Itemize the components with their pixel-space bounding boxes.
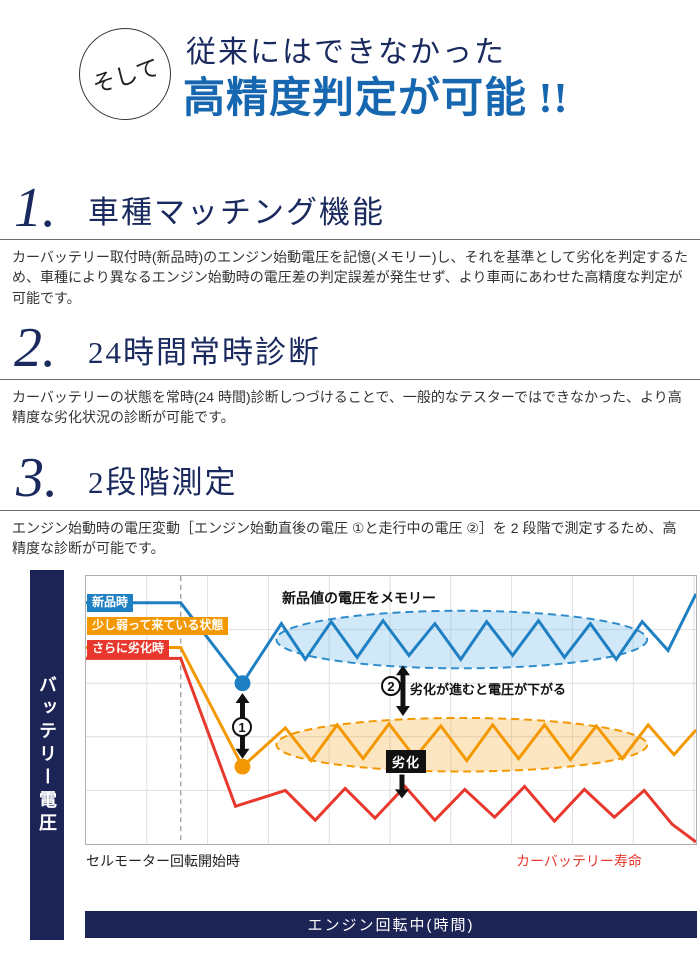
series-line-0 bbox=[86, 593, 696, 686]
arrow-head-down-icon bbox=[395, 706, 410, 716]
measure-point bbox=[234, 675, 251, 692]
degraded-zone-highlight bbox=[275, 716, 649, 773]
legend-weak-label: 少し弱って来ている状態 bbox=[87, 617, 229, 635]
measure-point bbox=[234, 758, 251, 775]
arrow-head-down-icon bbox=[235, 748, 250, 759]
x-axis-bar: エンジン回転中(時間) bbox=[85, 911, 697, 938]
section-2-title: 24時間常時診断 bbox=[88, 335, 321, 370]
section-3-title: 2段階測定 bbox=[88, 465, 238, 500]
section-1-divider bbox=[0, 239, 700, 240]
memory-note: 新品値の電圧をメモリー bbox=[282, 590, 436, 606]
x-axis-label: エンジン回転中(時間) bbox=[307, 917, 475, 934]
intro-badge-label: そして bbox=[89, 54, 162, 98]
section-1-number: 1. bbox=[14, 177, 56, 239]
deterioration-label: 劣化 bbox=[386, 750, 427, 773]
chart-plot bbox=[85, 575, 697, 845]
section-3-body: エンジン始動時の電圧変動［エンジン始動直後の電圧 ①と走行中の電圧 ②］を 2 … bbox=[12, 520, 677, 557]
x-end-label: カーバッテリー寿命 bbox=[516, 853, 642, 869]
intro-badge-circle: そして bbox=[79, 28, 171, 120]
step2-badge: 2 bbox=[381, 676, 401, 696]
memory-zone-highlight bbox=[275, 609, 649, 670]
y-axis-bar: バッテリー電圧 bbox=[30, 570, 64, 940]
headline-main: 高精度判定が可能 !! bbox=[183, 76, 569, 122]
down-arrow-head-icon bbox=[394, 789, 409, 799]
section-2-number: 2. bbox=[14, 317, 56, 379]
section-1-title: 車種マッチング機能 bbox=[88, 195, 385, 230]
arrow-head-up-icon bbox=[235, 693, 250, 704]
series-line-1 bbox=[86, 645, 696, 769]
series-line-2 bbox=[86, 656, 696, 844]
y-axis-label: バッテリー電圧 bbox=[37, 674, 57, 836]
section-2-body: カーバッテリーの状態を常時(24 時間)診断しつづけることで、一般的なテスターで… bbox=[12, 389, 682, 426]
legend-degraded-label: さらに劣化時 bbox=[87, 640, 170, 658]
section-3-number: 3. bbox=[16, 447, 58, 509]
arrow-head-up-icon bbox=[395, 665, 410, 676]
headline-sub: 従来にはできなかった bbox=[186, 36, 506, 69]
chart-svg bbox=[86, 576, 696, 844]
section-3-divider bbox=[0, 510, 700, 511]
legend-new-label: 新品時 bbox=[87, 594, 134, 612]
section-2-divider bbox=[0, 379, 700, 380]
voltage-drop-note: 劣化が進むと電圧が下がる bbox=[410, 682, 567, 697]
x-start-label: セルモーター回転開始時 bbox=[86, 853, 240, 869]
step1-badge: 1 bbox=[232, 717, 252, 737]
section-1-body: カーバッテリー取付時(新品時)のエンジン始動電圧を記憶(メモリー)し、それを基準… bbox=[12, 249, 689, 306]
